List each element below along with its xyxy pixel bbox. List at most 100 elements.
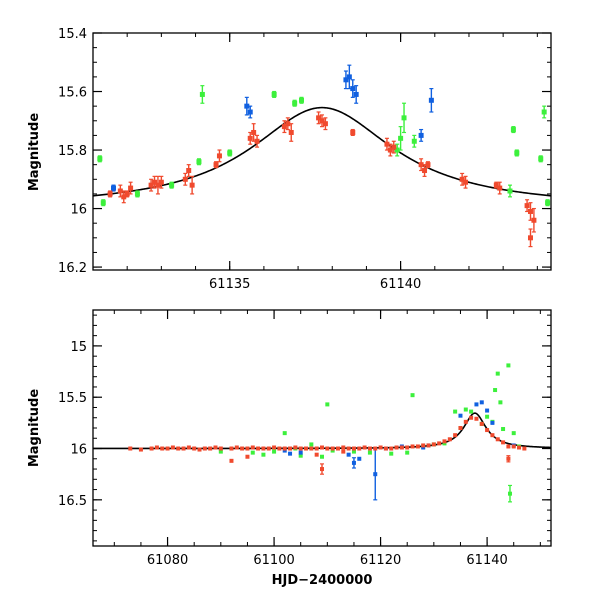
bottom-data-point bbox=[245, 446, 250, 451]
top-data-point bbox=[322, 121, 328, 127]
top-y-tick-label: 16.2 bbox=[58, 261, 87, 276]
bottom-data-point bbox=[498, 400, 503, 405]
top-data-point bbox=[227, 150, 233, 156]
bottom-data-point bbox=[288, 446, 293, 451]
bottom-data-point bbox=[314, 452, 319, 457]
bottom-data-point bbox=[410, 444, 415, 449]
top-data-point bbox=[121, 194, 127, 200]
bottom-data-point bbox=[138, 447, 143, 452]
bottom-data-point bbox=[469, 409, 474, 414]
bottom-data-point bbox=[447, 437, 452, 442]
bottom-data-point bbox=[442, 439, 447, 444]
top-x-tick-label: 61135 bbox=[209, 277, 250, 292]
bottom-data-points bbox=[128, 363, 527, 503]
bottom-x-tick-label: 61100 bbox=[253, 553, 294, 568]
bottom-data-point bbox=[293, 445, 298, 450]
bottom-data-point bbox=[202, 446, 207, 451]
bottom-x-tick-label: 61120 bbox=[360, 553, 401, 568]
top-data-point bbox=[254, 138, 260, 144]
bottom-data-point bbox=[362, 445, 367, 450]
top-data-point bbox=[117, 188, 123, 194]
top-x-tick-label: 61140 bbox=[380, 277, 421, 292]
bottom-data-point bbox=[453, 409, 458, 414]
bottom-series-red bbox=[128, 415, 527, 475]
bottom-data-point bbox=[351, 460, 356, 465]
bottom-data-point bbox=[330, 446, 335, 451]
bottom-data-point bbox=[320, 454, 324, 459]
bottom-data-point bbox=[415, 444, 420, 449]
bottom-data-point bbox=[341, 449, 346, 454]
bottom-data-point bbox=[330, 448, 335, 453]
bottom-data-point bbox=[517, 445, 522, 450]
bottom-data-point bbox=[304, 446, 309, 451]
bottom-x-axis-label: HJD−2400000 bbox=[272, 573, 373, 588]
top-series-red bbox=[107, 111, 537, 248]
top-data-point bbox=[531, 217, 537, 223]
bottom-data-point bbox=[506, 363, 511, 368]
top-panel-zoom: 61135 61140 15.4 15.6 15.8 16 16.2 Magnitude bbox=[27, 27, 552, 292]
top-data-point bbox=[199, 91, 205, 97]
bottom-data-point bbox=[405, 450, 410, 455]
bottom-y-tick-label: 15.5 bbox=[58, 391, 87, 406]
top-data-point bbox=[394, 147, 400, 153]
top-data-point bbox=[281, 124, 287, 130]
bottom-data-point bbox=[389, 451, 394, 456]
bottom-data-point bbox=[250, 445, 255, 450]
top-data-point bbox=[158, 179, 164, 185]
bottom-data-point bbox=[234, 445, 239, 450]
top-data-point bbox=[186, 168, 192, 174]
top-data-point bbox=[459, 176, 465, 182]
bottom-data-point bbox=[410, 393, 415, 398]
bottom-data-point bbox=[128, 446, 133, 451]
bottom-data-point bbox=[511, 431, 516, 436]
top-data-point bbox=[182, 176, 188, 182]
top-data-point bbox=[169, 182, 175, 188]
bottom-data-point bbox=[170, 445, 175, 450]
bottom-data-point bbox=[357, 446, 362, 451]
top-data-point bbox=[418, 132, 424, 138]
bottom-data-point bbox=[490, 420, 495, 425]
bottom-data-point bbox=[282, 448, 287, 453]
top-data-point bbox=[514, 150, 520, 156]
bottom-data-point bbox=[309, 442, 314, 447]
top-data-point bbox=[111, 185, 117, 191]
bottom-data-point bbox=[186, 445, 191, 450]
top-data-point bbox=[196, 159, 202, 165]
bottom-data-point bbox=[506, 456, 511, 461]
bottom-data-point bbox=[437, 441, 442, 446]
top-data-point bbox=[401, 115, 407, 121]
bottom-data-point bbox=[463, 419, 468, 424]
bottom-x-tick-label: 61140 bbox=[466, 553, 507, 568]
bottom-data-point bbox=[490, 433, 495, 438]
bottom-data-point bbox=[367, 450, 372, 455]
top-data-point bbox=[350, 129, 356, 135]
bottom-data-point bbox=[320, 467, 324, 472]
bottom-data-point bbox=[256, 446, 261, 451]
bottom-data-point bbox=[314, 446, 319, 451]
top-data-point bbox=[398, 135, 404, 141]
bottom-data-point bbox=[421, 443, 426, 448]
top-data-point bbox=[346, 74, 352, 80]
bottom-series-green bbox=[218, 363, 522, 503]
bottom-data-point bbox=[298, 450, 303, 455]
bottom-data-point bbox=[485, 414, 490, 419]
top-y-axis-label: Magnitude bbox=[27, 113, 42, 192]
bottom-data-point bbox=[501, 440, 506, 445]
bottom-data-point bbox=[245, 454, 250, 459]
top-data-point bbox=[387, 147, 393, 153]
top-series-green bbox=[97, 85, 551, 207]
bottom-data-point bbox=[373, 472, 378, 477]
bottom-data-point bbox=[266, 446, 271, 451]
bottom-data-point bbox=[149, 446, 154, 451]
top-data-point bbox=[251, 129, 257, 135]
top-data-point bbox=[493, 182, 499, 188]
top-data-point bbox=[216, 153, 222, 159]
bottom-data-point bbox=[341, 445, 346, 450]
bottom-data-point bbox=[389, 446, 394, 451]
top-data-point bbox=[319, 118, 325, 124]
bottom-y-tick-label: 16 bbox=[70, 443, 87, 458]
bottom-data-point bbox=[506, 444, 511, 449]
top-data-point bbox=[507, 188, 513, 194]
top-axes-frame bbox=[92, 32, 552, 271]
